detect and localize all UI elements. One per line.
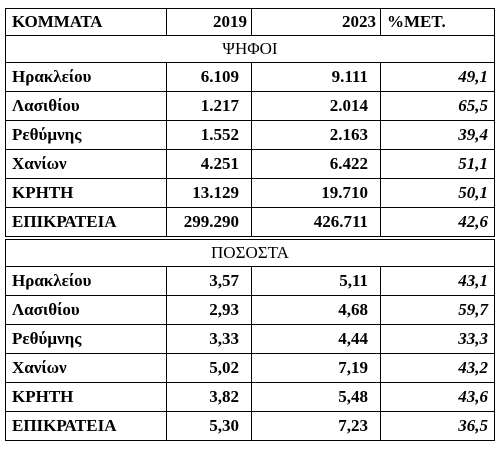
region-cell: Ρεθύμνης [5, 120, 167, 150]
region-cell: Ρεθύμνης [5, 324, 167, 354]
value-cell: 3,33 [166, 324, 252, 354]
value-cell: 13.129 [166, 178, 252, 208]
region-cell: Χανίων [5, 149, 167, 179]
value-cell: 7,23 [251, 411, 381, 441]
value-cell: 2.163 [251, 120, 381, 150]
value-cell: 19.710 [251, 178, 381, 208]
value-cell: 59,7 [380, 295, 495, 325]
section-row: ΠΟΣΟΣΤΑ [5, 237, 495, 267]
value-cell: 49,1 [380, 62, 495, 92]
data-row: Χανίων 4.251 6.422 51,1 [5, 149, 495, 179]
value-cell: 4,44 [251, 324, 381, 354]
value-cell: 4.251 [166, 149, 252, 179]
region-cell: Χανίων [5, 353, 167, 383]
value-cell: 6.422 [251, 149, 381, 179]
data-row: Ηρακλείου 6.109 9.111 49,1 [5, 62, 495, 92]
data-row: Ηρακλείου 3,57 5,11 43,1 [5, 266, 495, 296]
value-cell: 50,1 [380, 178, 495, 208]
region-cell: Λασιθίου [5, 91, 167, 121]
value-cell: 1.217 [166, 91, 252, 121]
value-cell: 43,2 [380, 353, 495, 383]
region-cell: ΕΠΙΚΡΑΤΕΙΑ [5, 411, 167, 441]
region-cell: Ηρακλείου [5, 266, 167, 296]
region-cell: ΕΠΙΚΡΑΤΕΙΑ [5, 207, 167, 240]
region-cell: Λασιθίου [5, 295, 167, 325]
value-cell: 9.111 [251, 62, 381, 92]
value-cell: 4,68 [251, 295, 381, 325]
value-cell: 43,1 [380, 266, 495, 296]
value-cell: 3,82 [166, 382, 252, 412]
section-title: ΨΗΦΟΙ [5, 35, 495, 63]
value-cell: 5,48 [251, 382, 381, 412]
header-cell: %ΜΕΤ. [380, 8, 495, 36]
value-cell: 5,11 [251, 266, 381, 296]
value-cell: 7,19 [251, 353, 381, 383]
value-cell: 2.014 [251, 91, 381, 121]
data-row: Ρεθύμνης 1.552 2.163 39,4 [5, 120, 495, 150]
header-row: ΚΟΜΜΑΤΑ 2019 2023 %ΜΕΤ. [5, 8, 495, 36]
header-cell: 2019 [166, 8, 252, 36]
value-cell: 43,6 [380, 382, 495, 412]
value-cell: 36,5 [380, 411, 495, 441]
value-cell: 299.290 [166, 207, 252, 240]
value-cell: 51,1 [380, 149, 495, 179]
value-cell: 3,57 [166, 266, 252, 296]
region-cell: Ηρακλείου [5, 62, 167, 92]
data-row: ΕΠΙΚΡΑΤΕΙΑ 299.290 426.711 42,6 [5, 207, 495, 240]
data-row: Χανίων 5,02 7,19 43,2 [5, 353, 495, 383]
results-table: ΚΟΜΜΑΤΑ 2019 2023 %ΜΕΤ. ΨΗΦΟΙ Ηρακλείου 6.109 9… [5, 8, 495, 441]
value-cell: 42,6 [380, 207, 495, 240]
value-cell: 5,02 [166, 353, 252, 383]
value-cell: 33,3 [380, 324, 495, 354]
data-row: Λασιθίου 1.217 2.014 65,5 [5, 91, 495, 121]
table-body: ΚΟΜΜΑΤΑ 2019 2023 %ΜΕΤ. ΨΗΦΟΙ Ηρακλείου 6.109 9… [5, 8, 495, 441]
section-row: ΨΗΦΟΙ [5, 35, 495, 63]
header-cell: ΚΟΜΜΑΤΑ [5, 8, 167, 36]
header-cell: 2023 [251, 8, 381, 36]
data-row: ΕΠΙΚΡΑΤΕΙΑ 5,30 7,23 36,5 [5, 411, 495, 441]
section-title: ΠΟΣΟΣΤΑ [5, 237, 495, 267]
value-cell: 6.109 [166, 62, 252, 92]
region-cell: ΚΡΗΤΗ [5, 382, 167, 412]
value-cell: 39,4 [380, 120, 495, 150]
data-row: Λασιθίου 2,93 4,68 59,7 [5, 295, 495, 325]
value-cell: 65,5 [380, 91, 495, 121]
data-row: ΚΡΗΤΗ 13.129 19.710 50,1 [5, 178, 495, 208]
region-cell: ΚΡΗΤΗ [5, 178, 167, 208]
data-row: Ρεθύμνης 3,33 4,44 33,3 [5, 324, 495, 354]
value-cell: 426.711 [251, 207, 381, 240]
data-row: ΚΡΗΤΗ 3,82 5,48 43,6 [5, 382, 495, 412]
value-cell: 1.552 [166, 120, 252, 150]
value-cell: 5,30 [166, 411, 252, 441]
value-cell: 2,93 [166, 295, 252, 325]
